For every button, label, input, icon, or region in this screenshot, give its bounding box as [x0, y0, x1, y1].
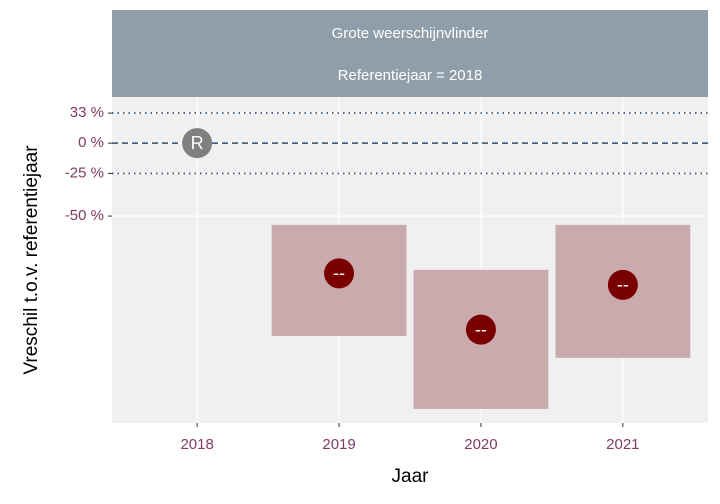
point — [607, 269, 638, 300]
point — [182, 128, 213, 159]
x-tick-label: 2019 — [322, 436, 355, 453]
chart-subtitle: Referentiejaar = 2018 — [338, 67, 483, 84]
y-tick-label: -25 % — [65, 164, 104, 181]
point — [465, 314, 496, 345]
y-axis-title: Vreschil t.o.v. referentiejaar — [21, 145, 42, 375]
point-label: R — [191, 133, 204, 153]
x-tick-label: 2020 — [464, 436, 497, 453]
point-label: -- — [475, 319, 487, 339]
point-label: -- — [333, 263, 345, 283]
y-tick-label: 33 % — [70, 104, 104, 121]
point — [324, 258, 355, 289]
strip — [112, 10, 708, 97]
chart-title: Grote weerschijnvlinder — [332, 25, 489, 42]
y-tick-label: -50 % — [65, 207, 104, 224]
point-label: -- — [617, 275, 629, 295]
x-tick-label: 2021 — [606, 436, 639, 453]
x-axis-title: Jaar — [392, 466, 430, 487]
x-tick-label: 2018 — [180, 436, 213, 453]
y-tick-label: 0 % — [78, 134, 104, 151]
